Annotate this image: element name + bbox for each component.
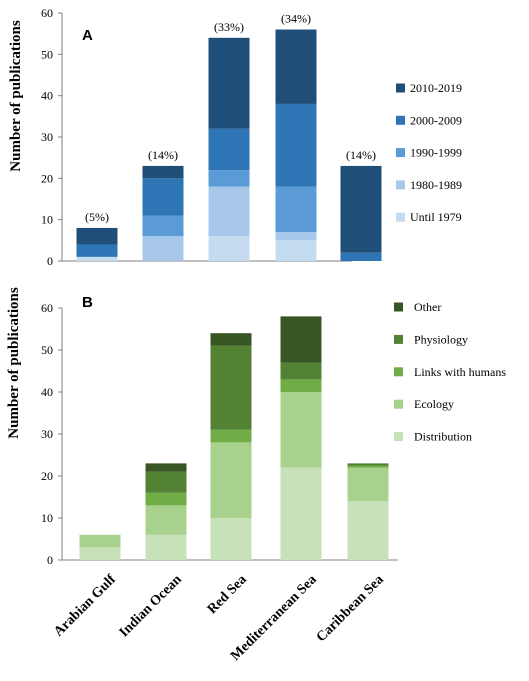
panel-a-bar-arabian-gulf-2010-2019 xyxy=(76,227,118,245)
panel-a-y-tick-label: 0 xyxy=(47,254,53,268)
panel-b-letter: B xyxy=(82,294,93,311)
panel-b-bar-red-sea-ecology xyxy=(210,442,252,518)
panel-b-y-tick-label: 10 xyxy=(41,511,53,525)
panel-a-bar-indian-ocean-1990-1999 xyxy=(142,215,184,237)
panel-a-legend-swatch-1980-1989 xyxy=(396,180,405,190)
x-category-label-arabian-gulf: Arabian Gulf xyxy=(51,572,119,640)
panel-a-y-axis-label: Number of publications xyxy=(8,20,24,172)
panel-a-bar-indian-ocean-2000-2009 xyxy=(142,178,184,216)
panel-a-y-tick-label: 50 xyxy=(41,47,53,61)
panel-b-legend-label-distribution: Distribution xyxy=(414,430,472,444)
panel-a-bar-arabian-gulf-2000-2009 xyxy=(76,244,118,257)
panel-b-bar-caribbean-sea-links-with-humans xyxy=(347,465,389,468)
panel-a-percent-label-mediterranean-sea: (34%) xyxy=(281,12,311,26)
panel-b-bar-indian-ocean-other xyxy=(145,463,187,472)
panel-b-bar-arabian-gulf-distribution xyxy=(79,547,121,560)
panel-b-y-tick-label: 20 xyxy=(41,469,53,483)
panel-a-bar-caribbean-sea-2010-2019 xyxy=(340,165,382,253)
panel-a-legend-swatch-until-1979 xyxy=(396,212,405,222)
panel-a-y-tick-label: 30 xyxy=(41,130,53,144)
panel-b-legend-label-physiology: Physiology xyxy=(414,332,468,346)
panel-b-y-tick-label: 60 xyxy=(41,301,53,315)
panel-a-bar-arabian-gulf-until-1979 xyxy=(76,256,118,261)
panel-b-y-tick-label: 0 xyxy=(47,553,53,567)
panel-a-bar-indian-ocean-2010-2019 xyxy=(142,165,184,179)
panel-a-y-tick-label: 10 xyxy=(41,213,53,227)
panel-a-bar-red-sea-until-1979 xyxy=(208,236,250,261)
panel-b-bar-mediterranean-sea-links-with-humans xyxy=(280,379,322,392)
panel-a-bar-indian-ocean-1980-1989 xyxy=(142,236,184,261)
panel-a-legend-label-1980-1989: 1980-1989 xyxy=(410,178,462,192)
panel-a-legend-label-until-1979: Until 1979 xyxy=(410,210,462,224)
panel-a-bar-mediterranean-sea-1980-1989 xyxy=(275,232,317,241)
panel-a-percent-label-caribbean-sea: (14%) xyxy=(346,148,376,162)
panel-a-legend-label-1990-1999: 1990-1999 xyxy=(410,146,462,160)
panel-a-bar-caribbean-sea-2000-2009 xyxy=(340,252,382,261)
panel-b-bar-indian-ocean-links-with-humans xyxy=(145,492,187,506)
panel-b-legend-swatch-distribution xyxy=(394,432,403,442)
panel-a-bar-mediterranean-sea-until-1979 xyxy=(275,240,317,261)
panel-a-legend-swatch-1990-1999 xyxy=(396,148,405,158)
panel-a-percent-label-red-sea: (33%) xyxy=(214,20,244,34)
panel-a-letter: A xyxy=(82,27,93,44)
panel-b-legend-swatch-other xyxy=(394,302,403,312)
panel-b-bar-caribbean-sea-distribution xyxy=(347,501,389,560)
panel-a-bar-red-sea-1990-1999 xyxy=(208,170,250,187)
panel-b-y-tick-label: 30 xyxy=(41,427,53,441)
panel-a-bar-mediterranean-sea-2010-2019 xyxy=(275,29,317,104)
panel-a-percent-label-arabian-gulf: (5%) xyxy=(85,210,109,224)
panel-b-legend-swatch-physiology xyxy=(394,334,403,344)
panel-b-bar-caribbean-sea-physiology xyxy=(347,463,389,466)
panel-b-y-tick-label: 40 xyxy=(41,385,53,399)
panel-b-legend-swatch-links-with-humans xyxy=(394,367,403,377)
panel-a-bar-red-sea-1980-1989 xyxy=(208,186,250,237)
x-category-label-indian-ocean: Indian Ocean xyxy=(117,572,185,640)
panel-a-y-tick-label: 40 xyxy=(41,89,53,103)
panel-b-y-axis-label: Number of publications xyxy=(6,287,22,439)
panel-a-bar-mediterranean-sea-2000-2009 xyxy=(275,103,317,187)
panel-b-legend-label-links-with-humans: Links with humans xyxy=(414,365,506,379)
panel-b-bar-red-sea-distribution xyxy=(210,518,252,560)
panel-b-legend-label-ecology: Ecology xyxy=(414,397,454,411)
x-category-label-red-sea: Red Sea xyxy=(205,572,250,617)
panel-b-bar-indian-ocean-distribution xyxy=(145,534,187,560)
panel-b-bar-caribbean-sea-ecology xyxy=(347,467,389,502)
panel-b-bar-red-sea-links-with-humans xyxy=(210,429,252,443)
panel-a-bar-red-sea-2010-2019 xyxy=(208,37,250,129)
panel-b-bar-mediterranean-sea-distribution xyxy=(280,467,322,560)
panel-a-y-tick-label: 20 xyxy=(41,171,53,185)
panel-b-bar-arabian-gulf-ecology xyxy=(79,534,121,548)
x-category-label-caribbean-sea: Caribbean Sea xyxy=(314,572,387,645)
panel-a-percent-label-indian-ocean: (14%) xyxy=(148,148,178,162)
panel-b-bar-mediterranean-sea-other xyxy=(280,316,322,363)
panel-b-bar-mediterranean-sea-physiology xyxy=(280,362,322,380)
panel-b-bar-indian-ocean-physiology xyxy=(145,471,187,493)
panel-b-bar-mediterranean-sea-ecology xyxy=(280,392,322,468)
panel-b-bar-red-sea-physiology xyxy=(210,345,252,430)
panel-b-legend-label-other: Other xyxy=(414,300,441,314)
panel-b-bar-indian-ocean-ecology xyxy=(145,505,187,535)
panel-a-legend-label-2010-2019: 2010-2019 xyxy=(410,81,462,95)
panel-a-y-tick-label: 60 xyxy=(41,6,53,20)
panel-b-y-tick-label: 50 xyxy=(41,343,53,357)
panel-a-legend-swatch-2010-2019 xyxy=(396,83,405,93)
panel-a-legend-label-2000-2009: 2000-2009 xyxy=(410,113,462,127)
panel-a-legend-swatch-2000-2009 xyxy=(396,115,405,125)
panel-a-bar-red-sea-2000-2009 xyxy=(208,128,250,171)
panel-b-legend-swatch-ecology xyxy=(394,399,403,409)
panel-b-bar-red-sea-other xyxy=(210,333,252,346)
panel-a-bar-mediterranean-sea-1990-1999 xyxy=(275,186,317,233)
